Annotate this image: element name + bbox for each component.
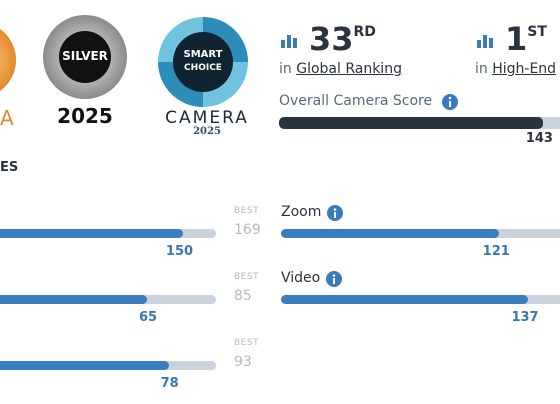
score-value: 150 bbox=[165, 244, 194, 259]
score-bar bbox=[0, 295, 148, 304]
silver-badge-core bbox=[59, 31, 111, 83]
info-icon[interactable] bbox=[326, 271, 342, 287]
overall-label: Overall Camera Score bbox=[279, 93, 433, 109]
badge-text: A bbox=[0, 106, 14, 130]
score-bar bbox=[281, 229, 499, 238]
best-label: BEST bbox=[234, 272, 260, 282]
badge-year: 2025 bbox=[193, 126, 221, 137]
prefix: in bbox=[279, 61, 292, 77]
best-label: BEST bbox=[234, 338, 260, 348]
prefix: in bbox=[475, 61, 488, 77]
ranking: 1ST bbox=[505, 20, 547, 58]
info-icon[interactable] bbox=[327, 205, 343, 221]
score-value: 78 bbox=[160, 376, 179, 391]
score-value: 121 bbox=[482, 244, 510, 259]
ranking: 33RD bbox=[309, 20, 376, 58]
ranking-sub: in Global Ranking bbox=[279, 61, 402, 77]
rank-suffix: ST bbox=[527, 24, 547, 40]
section-title: ES bbox=[0, 160, 19, 175]
rank: 1 bbox=[505, 20, 528, 58]
rank-suffix: RD bbox=[353, 24, 376, 40]
smart-arc bbox=[203, 17, 248, 62]
rank: 33 bbox=[309, 20, 354, 58]
ranking-sub: in High-End bbox=[475, 61, 556, 77]
score-bar bbox=[281, 295, 528, 304]
badge-label: SILVER bbox=[62, 49, 108, 63]
score-name: Zoom bbox=[281, 204, 322, 220]
best-value: 85 bbox=[234, 288, 252, 304]
best-label: BEST bbox=[234, 206, 260, 216]
badge-year: 2025 bbox=[57, 104, 113, 128]
overall-bar bbox=[279, 117, 543, 129]
best-value: 169 bbox=[234, 222, 261, 238]
badges bbox=[0, 15, 493, 110]
smart-badge-core bbox=[173, 32, 233, 92]
best-value: 93 bbox=[234, 354, 252, 370]
score-bar bbox=[0, 361, 169, 370]
ranking-link[interactable]: Global Ranking bbox=[296, 61, 402, 77]
orange-badge bbox=[0, 29, 16, 91]
badge-line: SMART bbox=[183, 49, 223, 60]
overall-value: 143 bbox=[525, 131, 553, 146]
badge-line: CHOICE bbox=[184, 63, 222, 73]
score-name: Video bbox=[281, 270, 321, 286]
info-icon[interactable] bbox=[442, 94, 458, 110]
score-bar bbox=[0, 229, 184, 238]
score-value: 65 bbox=[138, 310, 158, 325]
ranking-link[interactable]: High-End bbox=[492, 61, 557, 77]
badge-name: CAMERA bbox=[165, 108, 249, 128]
smart-arc bbox=[158, 62, 203, 107]
score-value: 137 bbox=[511, 310, 539, 325]
rank-icon bbox=[281, 35, 493, 48]
